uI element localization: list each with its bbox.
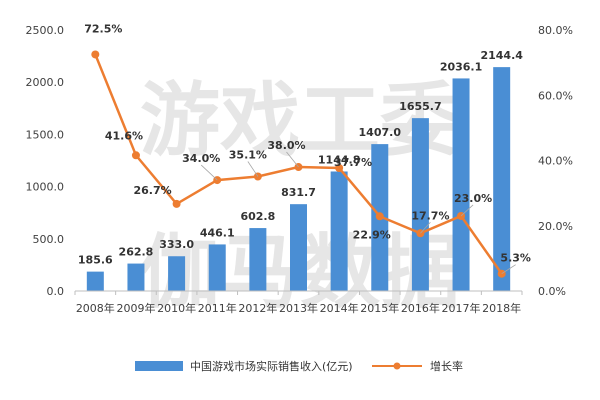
legend-swatch-bar: [135, 361, 183, 371]
bar-data-label: 1407.0: [359, 126, 402, 139]
line-data-label: 35.1%: [229, 148, 267, 161]
y-right-tick-label: 60.0%: [538, 89, 573, 102]
y-left-tick-label: 2500.0: [26, 24, 65, 37]
line-data-label: 5.3%: [500, 252, 531, 265]
x-tick-label: 2011年: [198, 301, 237, 315]
bar-data-label: 446.1: [200, 226, 235, 239]
x-tick-label: 2010年: [157, 301, 196, 315]
bar-data-label: 333.0: [159, 238, 194, 251]
line-label-leader: [247, 161, 259, 177]
bar-data-labels: 185.6 262.8 333.0 446.1 602.8 831.7 1144.8 1407…: [78, 49, 523, 266]
y-left-tick-label: 1000.0: [26, 181, 65, 194]
line-data-labels: 72.5% 41.6% 26.7% 34.0% 35.1%38.0% 37.7% 22.9%…: [84, 22, 531, 275]
x-tick-label: 2016年: [401, 301, 440, 315]
line-data-label: 37.7%: [334, 156, 372, 169]
bar: [249, 228, 267, 291]
watermark: 游戏工委伽马数据: [140, 74, 460, 319]
y-left-tick-label: 2000.0: [26, 76, 65, 89]
bar: [330, 171, 348, 291]
x-tick-label: 2013年: [279, 301, 318, 315]
x-tick-label: 2014年: [320, 301, 359, 315]
x-tick-label: 2008年: [76, 301, 115, 315]
bar: [452, 78, 470, 292]
line-label-leader: [200, 164, 218, 181]
watermark-text-top: 游戏工委: [140, 74, 460, 167]
legend: 中国游戏市场实际销售收入(亿元) 增长率: [135, 359, 463, 373]
x-tick-label: 2017年: [442, 301, 481, 315]
bar: [411, 118, 429, 291]
bar-data-label: 831.7: [281, 186, 316, 199]
bar-data-label: 2036.1: [440, 60, 482, 73]
legend-label-bar: 中国游戏市场实际销售收入(亿元): [190, 359, 353, 373]
y-right-tick-label: 40.0%: [538, 155, 573, 168]
line-label-leader: [460, 204, 474, 217]
line-data-label: 17.7%: [411, 209, 449, 222]
bar: [127, 263, 145, 291]
line-point: [172, 199, 181, 208]
bar-data-label: 1655.7: [399, 100, 441, 113]
bar: [208, 244, 226, 291]
line-point: [91, 50, 100, 59]
line-data-label: 38.0%: [267, 139, 305, 152]
bar: [290, 204, 307, 291]
line-point: [131, 151, 140, 160]
x-tick-label: 2018年: [482, 301, 521, 315]
legend-swatch-marker: [393, 362, 401, 370]
line-label-leader: [286, 151, 299, 168]
x-tick-label: 2012年: [238, 301, 277, 315]
x-tick-label: 2015年: [360, 301, 399, 315]
y-right-tick-label: 20.0%: [538, 220, 573, 233]
line-label-leader: [501, 264, 516, 275]
y-axis-right: 0.0% 20.0% 40.0% 60.0% 80.0%: [538, 24, 573, 298]
y-left-tick-label: 500.0: [33, 233, 65, 246]
bar: [493, 67, 511, 292]
bar-data-label: 602.8: [240, 210, 275, 223]
bar-data-label: 1144.8: [318, 153, 360, 166]
line-data-label: 34.0%: [182, 152, 220, 165]
y-left-tick-label: 1500.0: [26, 128, 65, 141]
legend-label-line: 增长率: [430, 359, 463, 373]
x-axis: 2008年 2009年 2010年 2011年 2012年 2013年 2014年 2015年…: [74, 290, 523, 315]
bar-data-label: 185.6: [78, 254, 113, 267]
line-data-label: 23.0%: [454, 192, 492, 205]
y-right-tick-label: 0.0%: [538, 285, 566, 298]
bar-data-label: 2144.4: [480, 49, 523, 62]
line-label-leader: [420, 221, 431, 234]
y-left-tick-label: 0.0: [47, 285, 65, 298]
line-point: [335, 164, 344, 173]
x-tick-label: 2009年: [116, 301, 155, 315]
line-data-label: 41.6%: [105, 129, 143, 142]
bar-data-label: 262.8: [119, 246, 154, 259]
y-axis-left: 0.0 500.0 1000.0 1500.0 2000.0 2500.0: [26, 24, 65, 298]
bar: [168, 256, 186, 291]
line-data-label: 26.7%: [134, 184, 172, 197]
y-right-tick-label: 80.0%: [538, 24, 573, 37]
bar: [86, 271, 104, 291]
line-point: [375, 212, 384, 221]
line-data-label: 22.9%: [353, 228, 391, 241]
line-data-label: 72.5%: [84, 22, 122, 35]
